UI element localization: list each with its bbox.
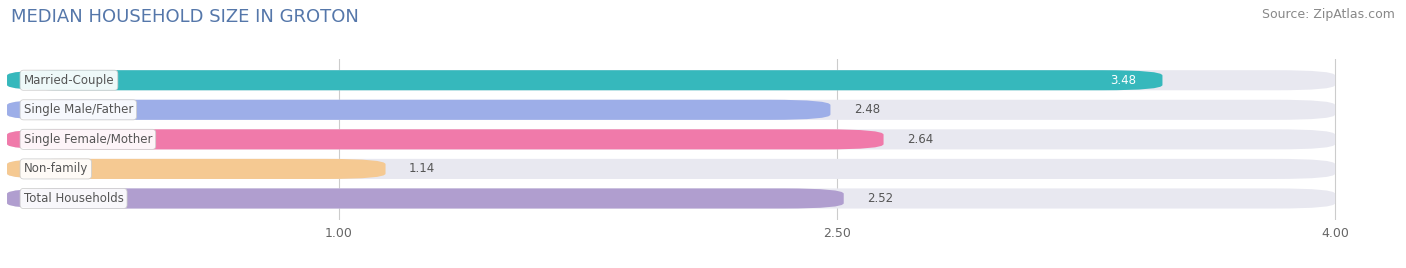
Text: 3.48: 3.48 (1109, 74, 1136, 87)
Text: Married-Couple: Married-Couple (24, 74, 114, 87)
Text: 2.64: 2.64 (907, 133, 934, 146)
FancyBboxPatch shape (7, 129, 883, 150)
Text: Total Households: Total Households (24, 192, 124, 205)
Text: Non-family: Non-family (24, 162, 89, 176)
FancyBboxPatch shape (7, 159, 1336, 179)
Text: Single Male/Father: Single Male/Father (24, 103, 134, 116)
FancyBboxPatch shape (7, 70, 1163, 90)
FancyBboxPatch shape (7, 70, 1336, 90)
Text: Source: ZipAtlas.com: Source: ZipAtlas.com (1261, 8, 1395, 21)
FancyBboxPatch shape (7, 159, 385, 179)
FancyBboxPatch shape (7, 188, 1336, 209)
FancyBboxPatch shape (7, 188, 844, 209)
Text: 2.48: 2.48 (853, 103, 880, 116)
Text: MEDIAN HOUSEHOLD SIZE IN GROTON: MEDIAN HOUSEHOLD SIZE IN GROTON (11, 8, 359, 26)
FancyBboxPatch shape (7, 129, 1336, 150)
Text: 2.52: 2.52 (868, 192, 893, 205)
FancyBboxPatch shape (7, 100, 1336, 120)
Text: 1.14: 1.14 (409, 162, 434, 176)
Text: Single Female/Mother: Single Female/Mother (24, 133, 152, 146)
FancyBboxPatch shape (7, 100, 831, 120)
